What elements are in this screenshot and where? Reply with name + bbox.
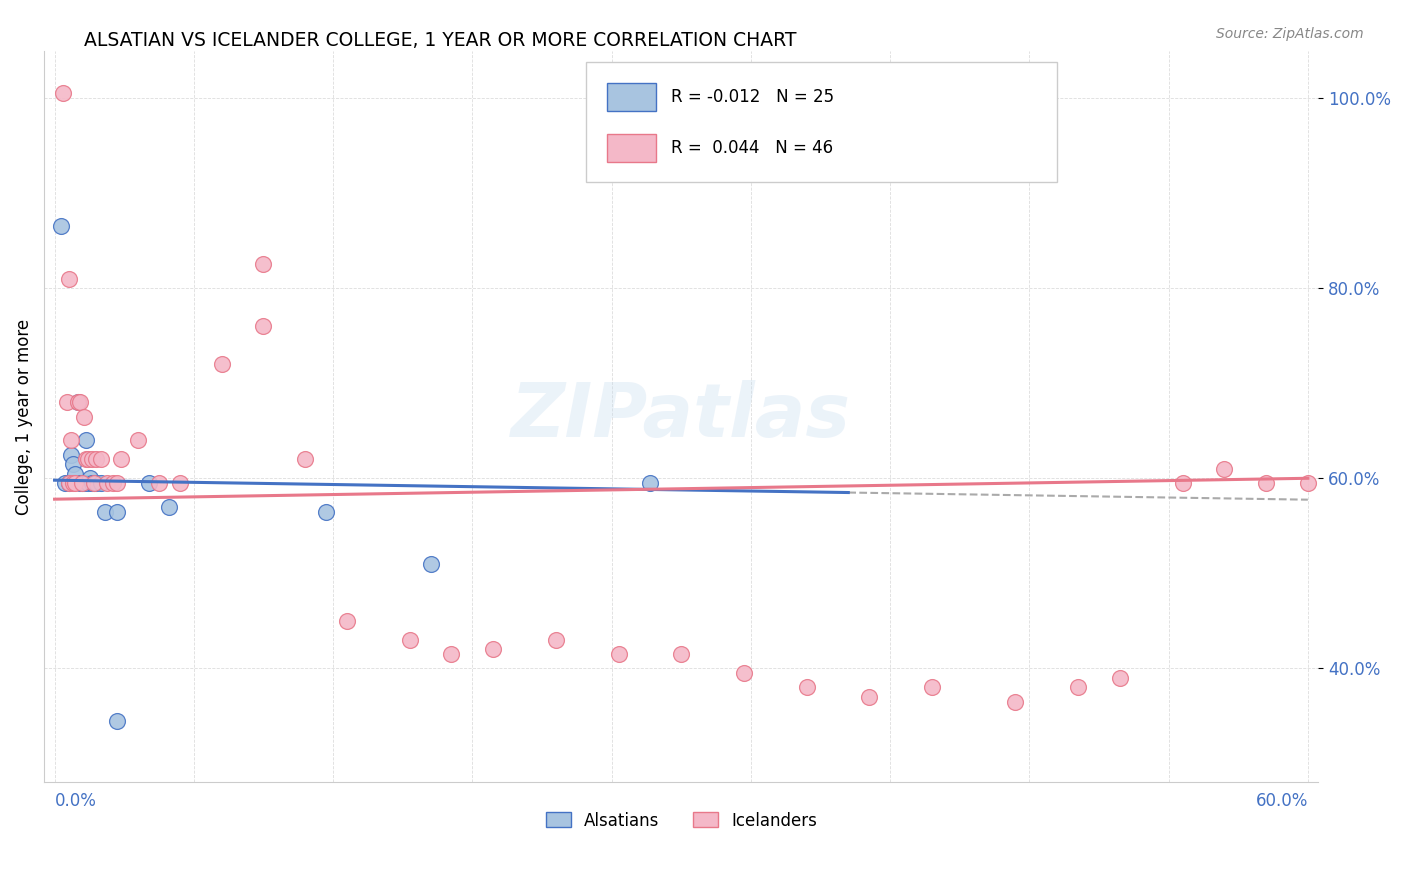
Point — [148, 476, 170, 491]
Point — [733, 666, 755, 681]
Point — [336, 614, 359, 628]
Point — [315, 504, 337, 518]
Point — [60, 434, 83, 448]
Point — [60, 448, 83, 462]
Point — [110, 452, 132, 467]
Point — [252, 258, 274, 272]
Point — [53, 476, 76, 491]
Point — [65, 467, 87, 481]
Point — [75, 452, 97, 467]
Text: R =  0.044   N = 46: R = 0.044 N = 46 — [671, 139, 834, 157]
Point — [398, 632, 420, 647]
Point — [89, 452, 111, 467]
Point — [73, 409, 96, 424]
Point — [66, 395, 89, 409]
Point — [669, 647, 692, 661]
Point — [1171, 476, 1194, 491]
Point — [419, 557, 441, 571]
Point — [93, 504, 115, 518]
Point — [1067, 681, 1090, 695]
Text: 0.0%: 0.0% — [55, 792, 97, 810]
Point — [858, 690, 880, 704]
Point — [82, 476, 104, 491]
Legend: Alsatians, Icelanders: Alsatians, Icelanders — [538, 805, 824, 836]
Point — [86, 452, 108, 467]
Point — [58, 476, 80, 491]
FancyBboxPatch shape — [586, 62, 1057, 182]
Point — [58, 271, 80, 285]
Point — [138, 476, 160, 491]
Point — [75, 434, 97, 448]
Point — [52, 87, 75, 101]
Point — [62, 476, 84, 491]
Point — [83, 476, 105, 491]
Point — [96, 476, 118, 491]
Point — [127, 434, 149, 448]
Point — [58, 476, 80, 491]
Point — [65, 476, 87, 491]
Point — [544, 632, 567, 647]
Point — [105, 504, 128, 518]
Point — [796, 681, 818, 695]
Point — [294, 452, 316, 467]
Point — [62, 457, 84, 471]
Text: ZIPatlas: ZIPatlas — [512, 380, 851, 453]
Point — [82, 452, 104, 467]
Point — [70, 476, 93, 491]
Point — [77, 452, 100, 467]
Text: Source: ZipAtlas.com: Source: ZipAtlas.com — [1216, 27, 1364, 41]
Point — [73, 476, 96, 491]
FancyBboxPatch shape — [607, 134, 655, 161]
Text: 60.0%: 60.0% — [1256, 792, 1308, 810]
Point — [482, 642, 505, 657]
Point — [77, 476, 100, 491]
Point — [86, 476, 108, 491]
Text: R = -0.012   N = 25: R = -0.012 N = 25 — [671, 87, 834, 106]
Point — [105, 476, 128, 491]
Point — [1108, 671, 1130, 685]
Point — [1004, 695, 1026, 709]
Text: ALSATIAN VS ICELANDER COLLEGE, 1 YEAR OR MORE CORRELATION CHART: ALSATIAN VS ICELANDER COLLEGE, 1 YEAR OR… — [84, 31, 797, 50]
Point — [89, 476, 111, 491]
Point — [921, 681, 943, 695]
Point — [252, 319, 274, 334]
Point — [69, 476, 91, 491]
Point — [169, 476, 191, 491]
Point — [70, 476, 93, 491]
FancyBboxPatch shape — [607, 83, 655, 111]
Y-axis label: College, 1 year or more: College, 1 year or more — [15, 318, 32, 515]
Point — [105, 714, 128, 728]
Point — [638, 476, 661, 491]
Point — [66, 395, 89, 409]
Point — [83, 476, 105, 491]
Point — [440, 647, 463, 661]
Point — [211, 357, 233, 371]
Point — [1213, 462, 1236, 476]
Point — [159, 500, 181, 514]
Point — [79, 471, 101, 485]
Point — [607, 647, 630, 661]
Point — [56, 395, 79, 409]
Point — [1254, 476, 1277, 491]
Point — [1296, 476, 1319, 491]
Point — [101, 476, 124, 491]
Point — [49, 219, 72, 234]
Point — [69, 395, 91, 409]
